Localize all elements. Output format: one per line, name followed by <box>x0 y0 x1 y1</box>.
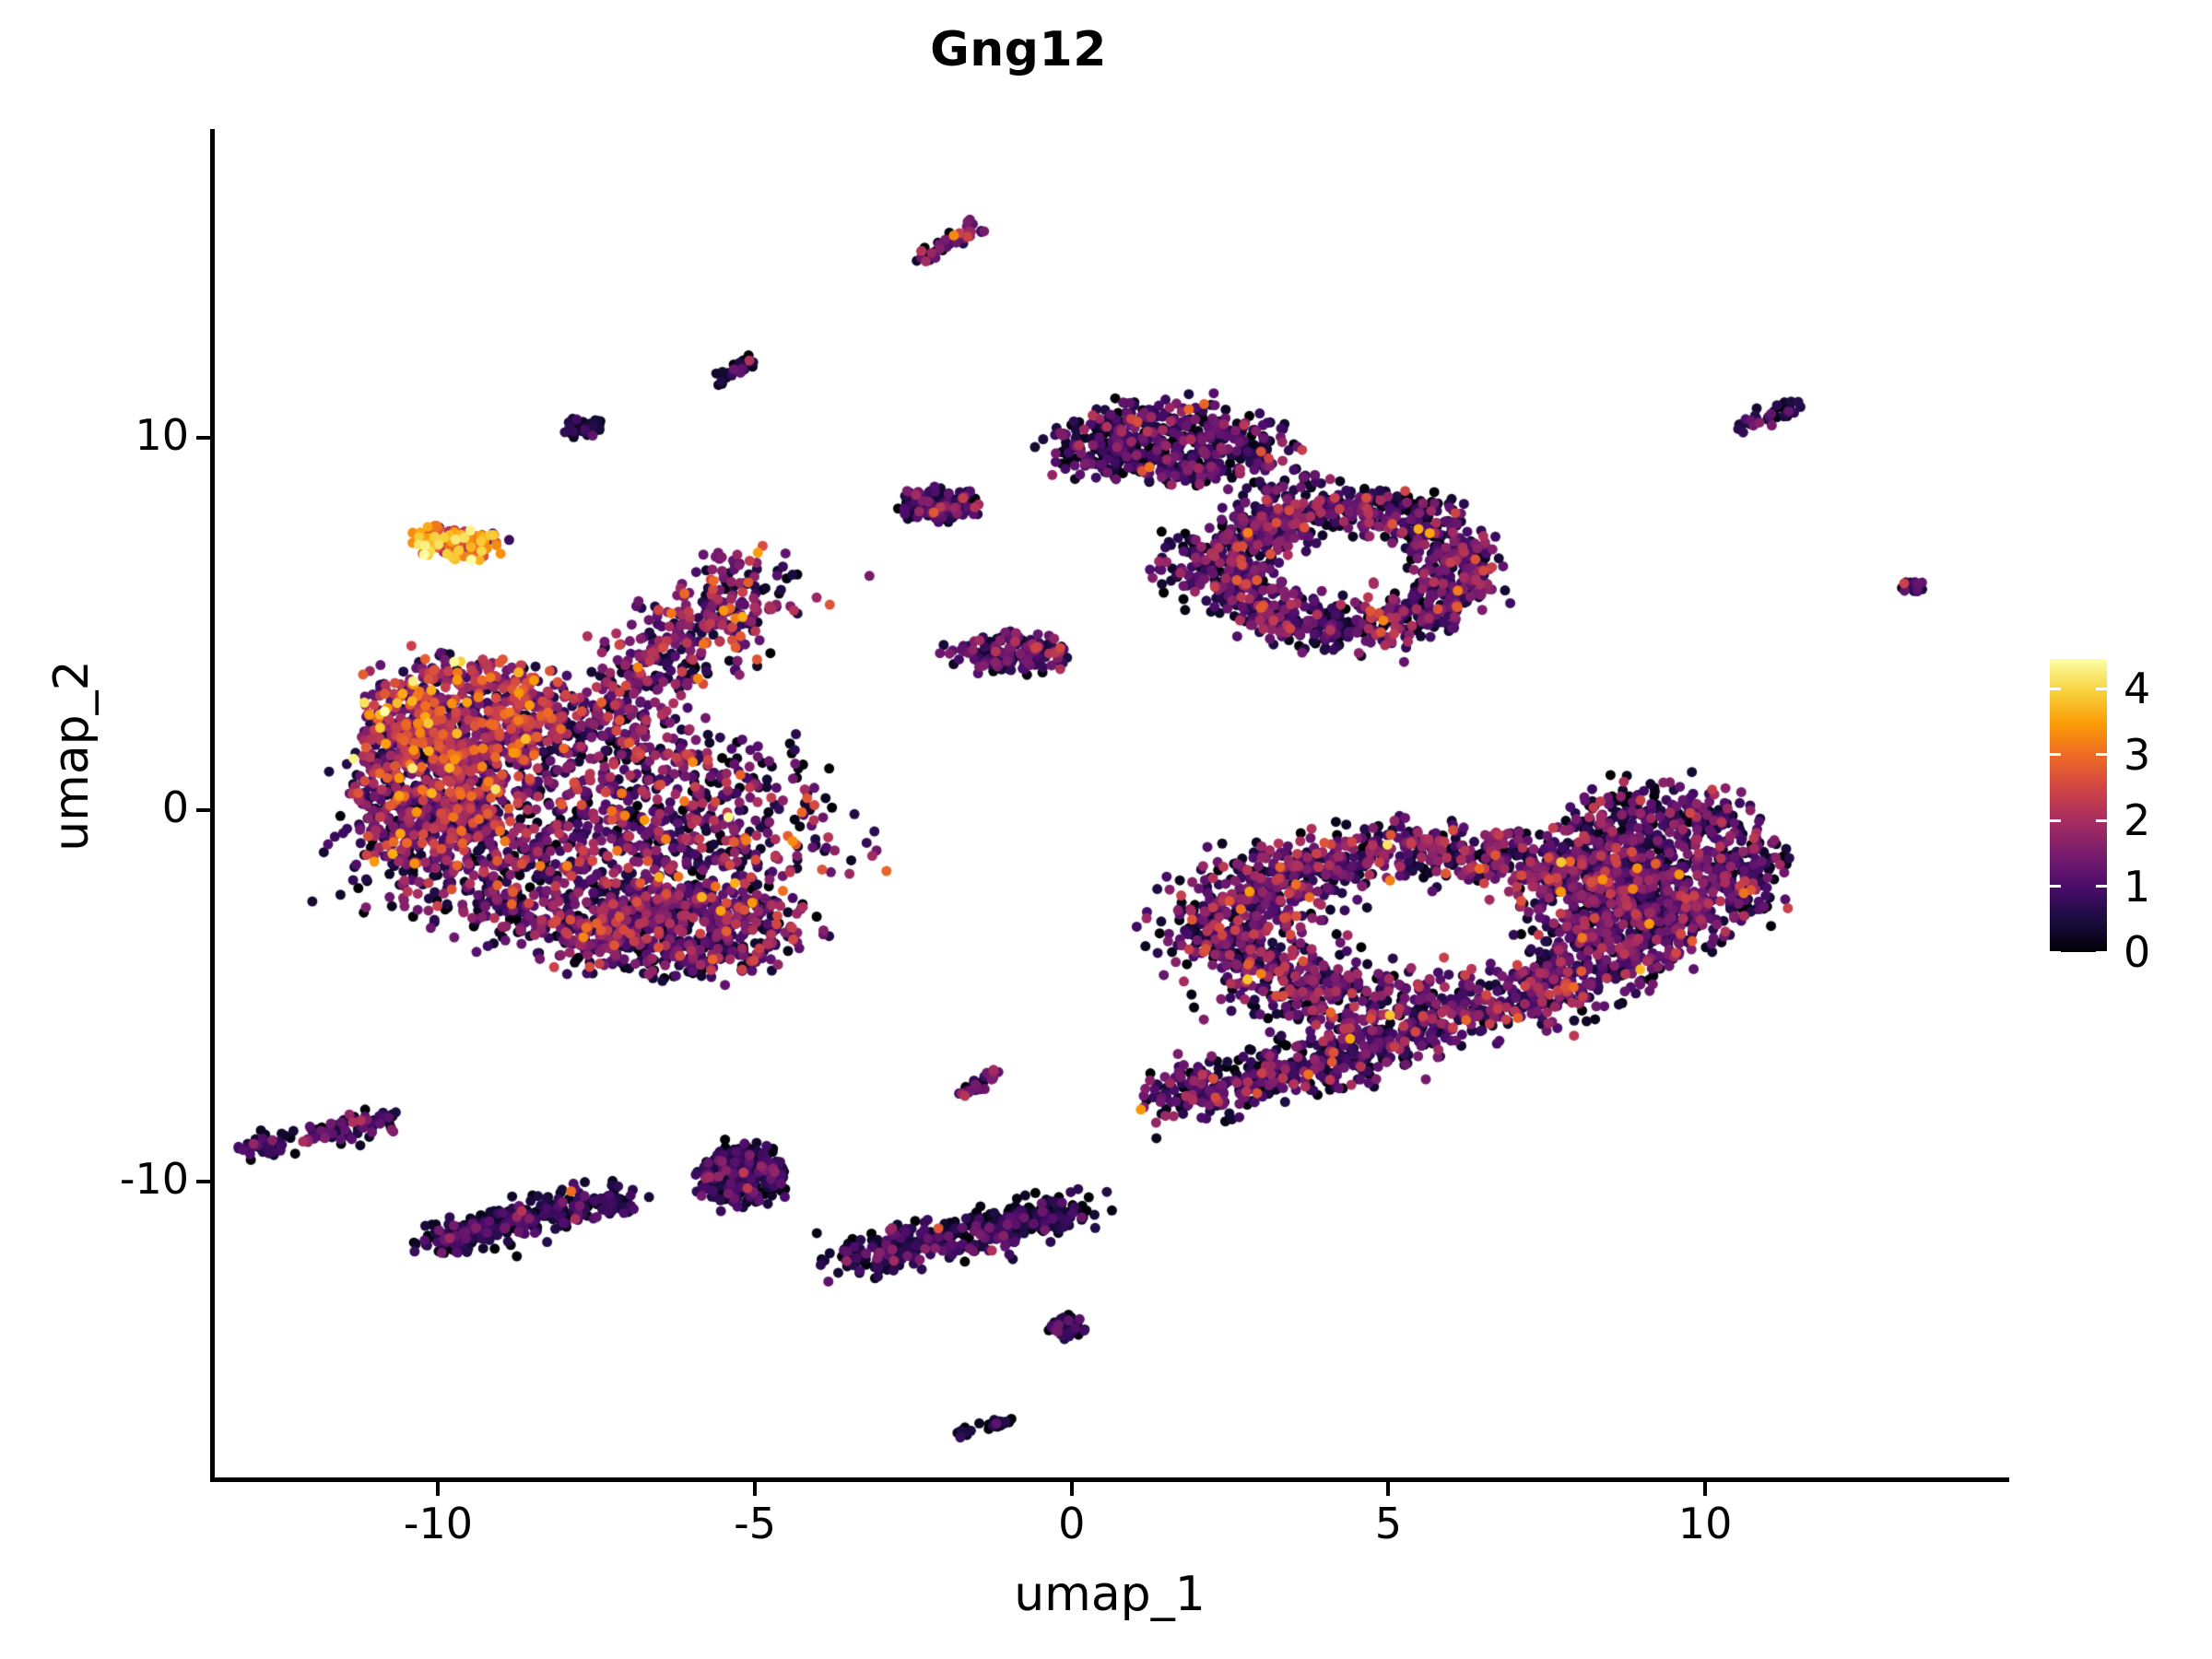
colorbar-tick-mark <box>2050 950 2107 954</box>
y-tick-mark <box>196 435 210 440</box>
colorbar-tick-label: 2 <box>2124 795 2151 846</box>
x-tick-label: -10 <box>403 1499 473 1548</box>
colorbar-tick-label: 4 <box>2124 664 2151 714</box>
x-tick-label: 5 <box>1374 1499 1403 1548</box>
x-axis-label: umap_1 <box>1014 1567 1206 1622</box>
scatter-plot-canvas <box>210 129 2009 1479</box>
x-tick-mark <box>1069 1482 1074 1496</box>
x-tick-mark <box>436 1482 441 1496</box>
colorbar-tick-label: 0 <box>2124 927 2151 977</box>
x-tick-mark <box>1703 1482 1708 1496</box>
y-tick-label: 0 <box>161 782 189 832</box>
y-axis-spine <box>210 129 215 1482</box>
y-tick-mark <box>196 1180 210 1184</box>
y-tick-label: -10 <box>119 1154 189 1205</box>
y-axis-label: umap_2 <box>44 660 100 852</box>
colorbar-tick-mark <box>2050 687 2107 690</box>
page-title: Gng12 <box>930 22 1107 77</box>
x-tick-mark <box>753 1482 758 1496</box>
colorbar-tick-mark <box>2050 753 2107 757</box>
y-tick-label: 10 <box>135 409 189 460</box>
colorbar-tick-label: 1 <box>2124 861 2151 912</box>
x-tick-label: 10 <box>1677 1499 1733 1548</box>
colorbar-tick-label: 3 <box>2124 729 2151 780</box>
x-axis-spine <box>210 1477 2009 1482</box>
colorbar-gradient <box>2050 659 2107 952</box>
y-tick-mark <box>196 807 210 812</box>
colorbar-tick-mark <box>2050 818 2107 822</box>
x-tick-label: 0 <box>1058 1499 1086 1548</box>
x-tick-mark <box>1386 1482 1391 1496</box>
x-tick-label: -5 <box>734 1499 777 1548</box>
colorbar-tick-mark <box>2050 885 2107 888</box>
